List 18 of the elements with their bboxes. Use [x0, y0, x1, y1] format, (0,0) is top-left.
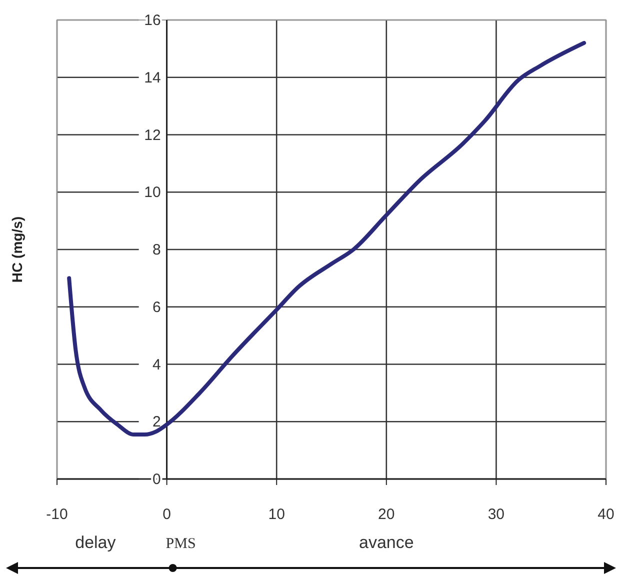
y-tick-label: 10	[144, 184, 161, 202]
text: avance	[358, 533, 414, 552]
y-tick-label: 8	[152, 242, 161, 258]
text: delay	[75, 533, 116, 552]
x-tick-label: -10	[46, 506, 68, 523]
x-tick-label: 30	[488, 506, 505, 523]
line-series	[67, 40, 586, 437]
y-tick-label: 12	[144, 126, 161, 144]
x-tick-label: 10	[268, 506, 285, 523]
y-tick-label: 6	[152, 298, 161, 316]
y-tick-label: 16	[144, 12, 161, 29]
text: PMS	[166, 536, 196, 552]
y-tick-label: 14	[144, 69, 161, 86]
y-axis-title: HC (mg/s)	[9, 216, 25, 283]
y-tick-label: 4	[152, 356, 161, 374]
x-tick-label: 40	[598, 506, 614, 523]
y-tick-label: 2	[152, 414, 161, 431]
x-tick-label: 20	[378, 506, 395, 523]
